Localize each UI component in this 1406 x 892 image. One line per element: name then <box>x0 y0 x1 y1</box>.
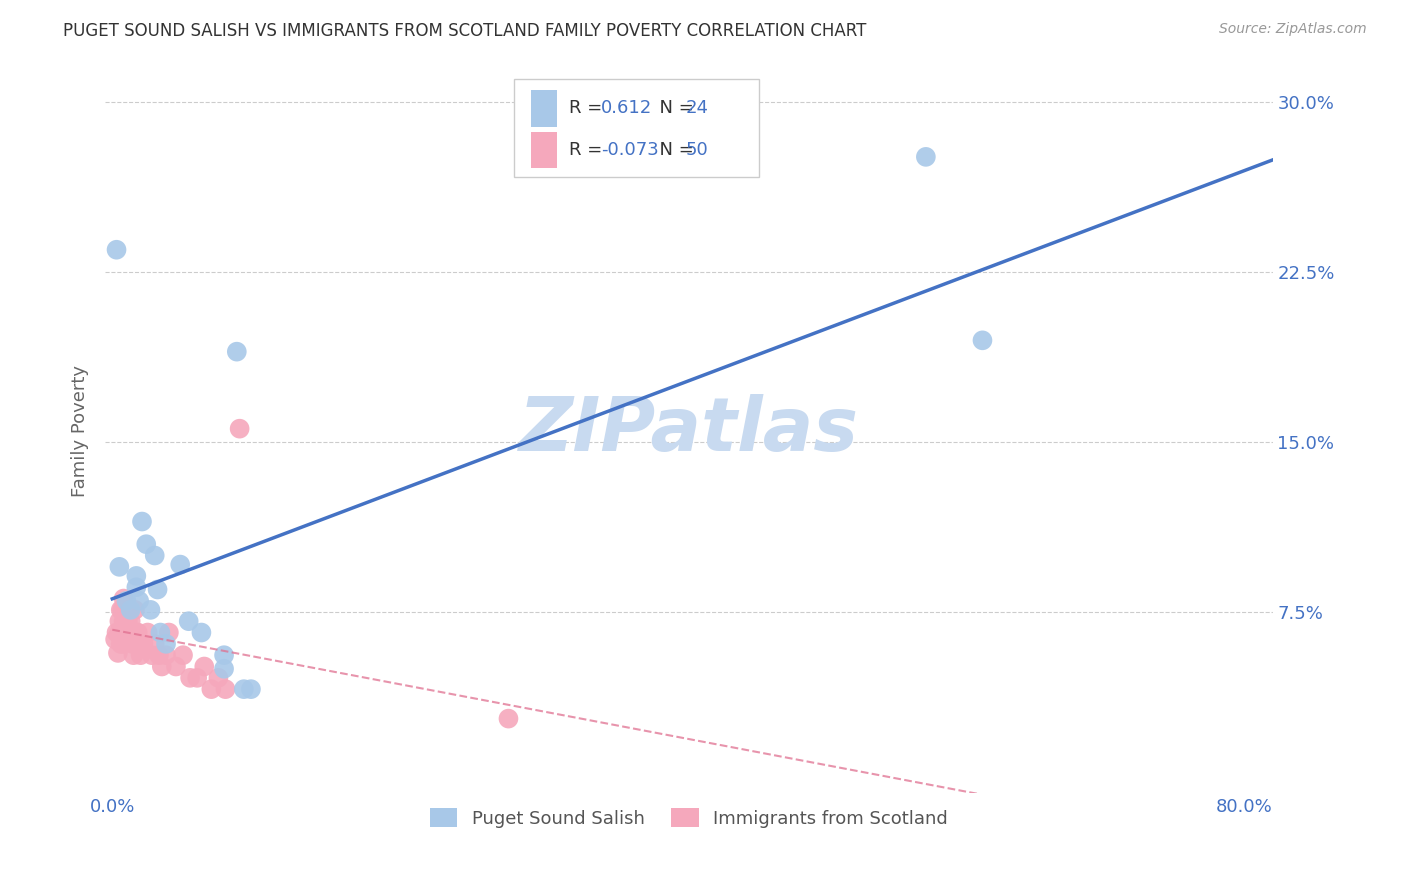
Point <box>112 591 135 606</box>
Point <box>136 625 159 640</box>
Point <box>172 648 194 663</box>
Point <box>125 625 148 640</box>
Point <box>112 625 135 640</box>
Point <box>155 637 177 651</box>
Point <box>498 712 520 726</box>
Text: N =: N = <box>648 141 700 159</box>
Point <box>143 549 166 563</box>
Text: 50: 50 <box>685 141 709 159</box>
Point <box>122 648 145 663</box>
Point <box>112 614 135 628</box>
Point <box>190 625 212 640</box>
Point <box>146 582 169 597</box>
Point <box>121 637 143 651</box>
Point <box>118 625 141 640</box>
Point <box>111 637 134 651</box>
Point <box>131 515 153 529</box>
Point <box>165 659 187 673</box>
Point <box>139 603 162 617</box>
Point <box>207 671 229 685</box>
Point <box>135 537 157 551</box>
Legend: Puget Sound Salish, Immigrants from Scotland: Puget Sound Salish, Immigrants from Scot… <box>423 801 955 835</box>
Point <box>212 648 235 663</box>
Point <box>915 150 938 164</box>
Point <box>212 662 235 676</box>
Text: 24: 24 <box>685 99 709 118</box>
Y-axis label: Family Poverty: Family Poverty <box>72 365 89 497</box>
Point <box>179 671 201 685</box>
Text: Source: ZipAtlas.com: Source: ZipAtlas.com <box>1219 22 1367 37</box>
Point <box>232 682 254 697</box>
Point <box>114 614 136 628</box>
Point <box>169 558 191 572</box>
Text: -0.073: -0.073 <box>602 141 659 159</box>
Point <box>125 569 148 583</box>
Text: ZIPatlas: ZIPatlas <box>519 394 859 467</box>
Point <box>155 648 177 663</box>
Text: R =: R = <box>568 141 607 159</box>
Point <box>120 603 142 617</box>
FancyBboxPatch shape <box>513 79 759 178</box>
Point <box>117 625 139 640</box>
Text: N =: N = <box>648 99 700 118</box>
Bar <box>531 90 557 127</box>
Point <box>115 603 138 617</box>
Point <box>107 646 129 660</box>
Point <box>124 603 146 617</box>
Point <box>214 682 236 697</box>
Point <box>125 580 148 594</box>
Point <box>186 671 208 685</box>
Point <box>129 648 152 663</box>
Point <box>118 603 141 617</box>
Point <box>115 614 138 628</box>
Point <box>143 637 166 651</box>
Point <box>239 682 262 697</box>
Point <box>150 659 173 673</box>
Point <box>157 625 180 640</box>
Point <box>104 632 127 647</box>
Point <box>115 594 138 608</box>
Text: R =: R = <box>568 99 607 118</box>
Point <box>105 243 128 257</box>
Point <box>122 625 145 640</box>
Point <box>117 614 139 628</box>
Point <box>108 625 131 640</box>
Point <box>200 682 222 697</box>
Point <box>177 614 200 628</box>
Point <box>120 625 142 640</box>
Point <box>111 625 134 640</box>
Point <box>127 625 149 640</box>
Point <box>148 648 170 663</box>
Text: PUGET SOUND SALISH VS IMMIGRANTS FROM SCOTLAND FAMILY POVERTY CORRELATION CHART: PUGET SOUND SALISH VS IMMIGRANTS FROM SC… <box>63 22 866 40</box>
Point <box>128 637 150 651</box>
Bar <box>531 132 557 169</box>
Point <box>110 637 132 651</box>
Point <box>110 603 132 617</box>
Text: 0.612: 0.612 <box>602 99 652 118</box>
Point <box>111 603 134 617</box>
Point <box>128 594 150 608</box>
Point <box>228 422 250 436</box>
Point <box>108 614 131 628</box>
Point <box>120 614 142 628</box>
Point <box>132 637 155 651</box>
Point <box>225 344 247 359</box>
Point <box>108 559 131 574</box>
Point <box>105 625 128 640</box>
Point <box>149 625 172 640</box>
Point <box>972 334 994 348</box>
Point <box>141 648 163 663</box>
Point <box>193 659 215 673</box>
Point <box>115 625 138 640</box>
Point <box>114 625 136 640</box>
